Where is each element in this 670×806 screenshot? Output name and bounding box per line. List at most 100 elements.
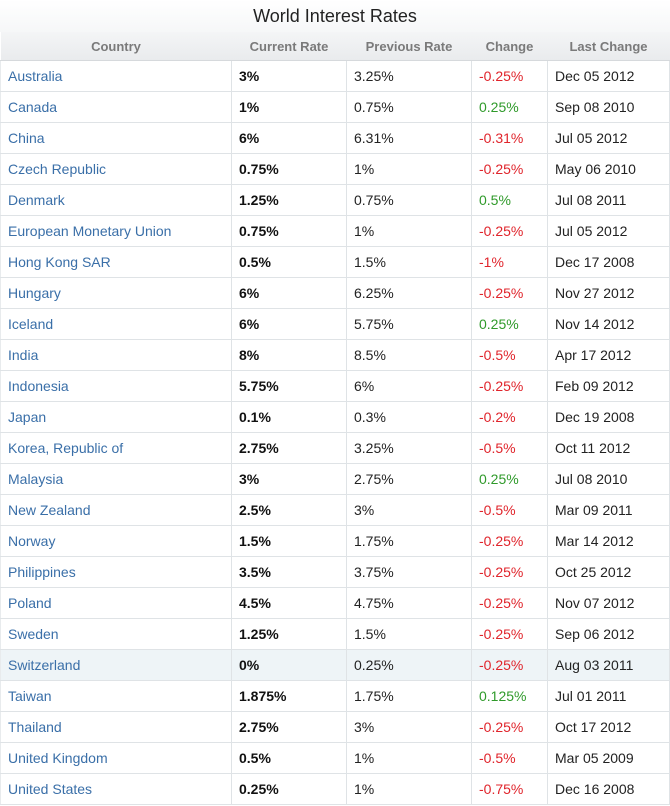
current-rate-cell: 3%: [231, 463, 347, 495]
table-row: New Zealand 2.5% 3% -0.5% Mar 09 2011: [0, 494, 670, 526]
last-change-cell: Sep 06 2012: [547, 618, 670, 650]
current-rate-cell: 6%: [231, 308, 347, 340]
current-rate-cell: 2.5%: [231, 494, 347, 526]
country-link[interactable]: United States: [0, 773, 232, 805]
country-link[interactable]: Australia: [0, 60, 232, 92]
table-row: Australia 3% 3.25% -0.25% Dec 05 2012: [0, 60, 670, 92]
country-link[interactable]: Canada: [0, 91, 232, 123]
column-header-country[interactable]: Country: [0, 32, 232, 61]
country-link[interactable]: United Kingdom: [0, 742, 232, 774]
change-cell: -0.25%: [471, 556, 548, 588]
country-link[interactable]: European Monetary Union: [0, 215, 232, 247]
column-header-change[interactable]: Change: [471, 32, 548, 61]
country-link[interactable]: Malaysia: [0, 463, 232, 495]
change-cell: -1%: [471, 246, 548, 278]
country-link[interactable]: Czech Republic: [0, 153, 232, 185]
country-link[interactable]: Poland: [0, 587, 232, 619]
change-cell: -0.5%: [471, 742, 548, 774]
country-link[interactable]: Norway: [0, 525, 232, 557]
previous-rate-cell: 0.25%: [346, 649, 472, 681]
change-cell: -0.25%: [471, 370, 548, 402]
country-link[interactable]: Denmark: [0, 184, 232, 216]
previous-rate-cell: 1.75%: [346, 525, 472, 557]
country-link[interactable]: Japan: [0, 401, 232, 433]
header-row: Country Current Rate Previous Rate Chang…: [0, 32, 670, 61]
current-rate-cell: 1%: [231, 91, 347, 123]
last-change-cell: Jul 08 2010: [547, 463, 670, 495]
change-cell: -0.5%: [471, 432, 548, 464]
current-rate-cell: 5.75%: [231, 370, 347, 402]
previous-rate-cell: 1.75%: [346, 680, 472, 712]
last-change-cell: Oct 25 2012: [547, 556, 670, 588]
last-change-cell: Mar 09 2011: [547, 494, 670, 526]
previous-rate-cell: 6.25%: [346, 277, 472, 309]
table-row: Norway 1.5% 1.75% -0.25% Mar 14 2012: [0, 525, 670, 557]
last-change-cell: Jul 05 2012: [547, 215, 670, 247]
last-change-cell: Sep 08 2010: [547, 91, 670, 123]
table-row: European Monetary Union 0.75% 1% -0.25% Jul …: [0, 215, 670, 247]
country-link[interactable]: Hong Kong SAR: [0, 246, 232, 278]
previous-rate-cell: 6%: [346, 370, 472, 402]
table-row: Indonesia 5.75% 6% -0.25% Feb 09 2012: [0, 370, 670, 402]
change-cell: -0.25%: [471, 525, 548, 557]
table-row: United Kingdom 0.5% 1% -0.5% Mar 05 2009: [0, 742, 670, 774]
country-link[interactable]: Indonesia: [0, 370, 232, 402]
change-cell: 0.25%: [471, 463, 548, 495]
table-row: Czech Republic 0.75% 1% -0.25% May 06 2010: [0, 153, 670, 185]
previous-rate-cell: 1%: [346, 773, 472, 805]
table-row: Philippines 3.5% 3.75% -0.25% Oct 25 2012: [0, 556, 670, 588]
country-link[interactable]: Philippines: [0, 556, 232, 588]
change-cell: -0.5%: [471, 494, 548, 526]
table-row: Malaysia 3% 2.75% 0.25% Jul 08 2010: [0, 463, 670, 495]
last-change-cell: Oct 11 2012: [547, 432, 670, 464]
last-change-cell: May 06 2010: [547, 153, 670, 185]
country-link[interactable]: New Zealand: [0, 494, 232, 526]
last-change-cell: Aug 03 2011: [547, 649, 670, 681]
country-link[interactable]: Korea, Republic of: [0, 432, 232, 464]
current-rate-cell: 6%: [231, 277, 347, 309]
country-link[interactable]: Hungary: [0, 277, 232, 309]
last-change-cell: Dec 05 2012: [547, 60, 670, 92]
last-change-cell: Jul 01 2011: [547, 680, 670, 712]
previous-rate-cell: 3%: [346, 494, 472, 526]
country-link[interactable]: India: [0, 339, 232, 371]
country-link[interactable]: Taiwan: [0, 680, 232, 712]
current-rate-cell: 1.875%: [231, 680, 347, 712]
country-link[interactable]: Thailand: [0, 711, 232, 743]
country-link[interactable]: China: [0, 122, 232, 154]
column-header-current-rate[interactable]: Current Rate: [231, 32, 347, 61]
country-link[interactable]: Sweden: [0, 618, 232, 650]
table-row: Hong Kong SAR 0.5% 1.5% -1% Dec 17 2008: [0, 246, 670, 278]
last-change-cell: Dec 16 2008: [547, 773, 670, 805]
column-header-last-change[interactable]: Last Change: [547, 32, 670, 61]
current-rate-cell: 4.5%: [231, 587, 347, 619]
table-row: Canada 1% 0.75% 0.25% Sep 08 2010: [0, 91, 670, 123]
column-header-previous-rate[interactable]: Previous Rate: [346, 32, 472, 61]
last-change-cell: Jul 08 2011: [547, 184, 670, 216]
current-rate-cell: 8%: [231, 339, 347, 371]
previous-rate-cell: 1%: [346, 215, 472, 247]
rates-table: Country Current Rate Previous Rate Chang…: [0, 32, 670, 805]
change-cell: -0.25%: [471, 60, 548, 92]
change-cell: -0.25%: [471, 587, 548, 619]
table-row: Poland 4.5% 4.75% -0.25% Nov 07 2012: [0, 587, 670, 619]
current-rate-cell: 0.75%: [231, 215, 347, 247]
table-row: India 8% 8.5% -0.5% Apr 17 2012: [0, 339, 670, 371]
previous-rate-cell: 1%: [346, 153, 472, 185]
current-rate-cell: 0.75%: [231, 153, 347, 185]
change-cell: 0.25%: [471, 91, 548, 123]
table-row: Japan 0.1% 0.3% -0.2% Dec 19 2008: [0, 401, 670, 433]
change-cell: -0.25%: [471, 215, 548, 247]
table-row: Taiwan 1.875% 1.75% 0.125% Jul 01 2011: [0, 680, 670, 712]
current-rate-cell: 2.75%: [231, 711, 347, 743]
country-link[interactable]: Iceland: [0, 308, 232, 340]
previous-rate-cell: 0.3%: [346, 401, 472, 433]
previous-rate-cell: 2.75%: [346, 463, 472, 495]
table-header: Country Current Rate Previous Rate Chang…: [0, 32, 670, 61]
last-change-cell: Nov 07 2012: [547, 587, 670, 619]
previous-rate-cell: 1.5%: [346, 246, 472, 278]
country-link[interactable]: Switzerland: [0, 649, 232, 681]
previous-rate-cell: 3.75%: [346, 556, 472, 588]
current-rate-cell: 0.1%: [231, 401, 347, 433]
